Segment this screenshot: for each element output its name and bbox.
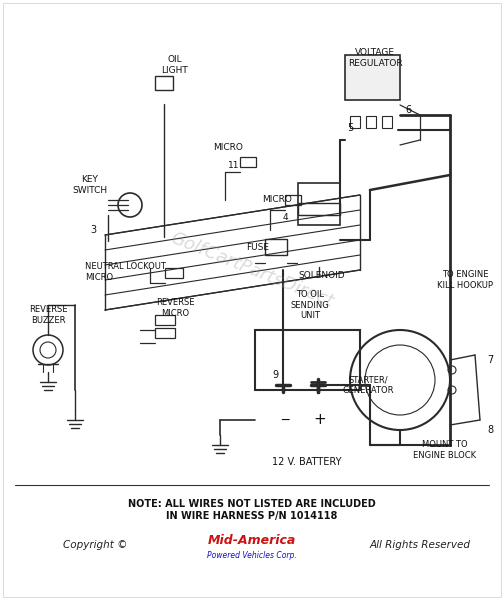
Text: TO ENGINE
KILL HOOKUP: TO ENGINE KILL HOOKUP (437, 270, 493, 290)
Text: ─: ─ (281, 413, 289, 427)
Text: 8: 8 (487, 425, 493, 435)
Text: STARTER/
GENERATOR: STARTER/ GENERATOR (342, 376, 394, 395)
Text: 5: 5 (347, 123, 353, 133)
Text: +: + (313, 413, 327, 427)
Bar (155, 328, 175, 338)
Text: 4: 4 (282, 214, 288, 223)
Text: NEUTRAL LOCKOUT
MICRO: NEUTRAL LOCKOUT MICRO (85, 262, 166, 281)
Bar (255, 330, 360, 390)
Bar (165, 268, 183, 278)
Text: MOUNT TO
ENGINE BLOCK: MOUNT TO ENGINE BLOCK (413, 440, 477, 460)
Text: 6: 6 (405, 105, 411, 115)
Bar (345, 55, 400, 100)
Bar (285, 195, 301, 205)
Bar (298, 183, 340, 225)
Text: Copyright ©: Copyright © (63, 540, 127, 550)
Text: VOLTAGE
REGULATOR: VOLTAGE REGULATOR (348, 48, 402, 68)
Polygon shape (105, 195, 360, 310)
Bar (265, 239, 287, 255)
Text: 7: 7 (487, 355, 493, 365)
Text: REVERSE
MICRO: REVERSE MICRO (156, 298, 194, 318)
Text: Powered Vehicles Corp.: Powered Vehicles Corp. (207, 551, 297, 560)
Text: KEY
SWITCH: KEY SWITCH (73, 175, 107, 194)
Text: TO OIL
SENDING
UNIT: TO OIL SENDING UNIT (291, 290, 330, 320)
Bar (298, 203, 340, 215)
Bar (155, 76, 173, 90)
Text: MICRO: MICRO (213, 143, 243, 152)
Text: 9: 9 (272, 370, 278, 380)
Text: FUSE: FUSE (246, 244, 270, 253)
Bar (350, 116, 360, 128)
Text: SOLENOID: SOLENOID (299, 271, 345, 280)
Text: 3: 3 (90, 225, 96, 235)
Bar (155, 315, 175, 325)
Text: 12 V. BATTERY: 12 V. BATTERY (272, 457, 342, 467)
Text: NOTE: ALL WIRES NOT LISTED ARE INCLUDED
IN WIRE HARNESS P/N 1014118: NOTE: ALL WIRES NOT LISTED ARE INCLUDED … (128, 499, 376, 521)
Text: All Rights Reserved: All Rights Reserved (369, 540, 471, 550)
Bar (382, 116, 392, 128)
Text: Mid-America: Mid-America (208, 533, 296, 547)
Text: 11: 11 (228, 160, 240, 169)
Bar (240, 157, 256, 167)
Text: REVERSE
BUZZER: REVERSE BUZZER (29, 305, 67, 325)
Text: MICRO: MICRO (262, 196, 292, 205)
Text: OIL
LIGHT: OIL LIGHT (162, 55, 188, 75)
Text: GolfCartPartsDirect: GolfCartPartsDirect (168, 229, 336, 311)
Bar (366, 116, 376, 128)
